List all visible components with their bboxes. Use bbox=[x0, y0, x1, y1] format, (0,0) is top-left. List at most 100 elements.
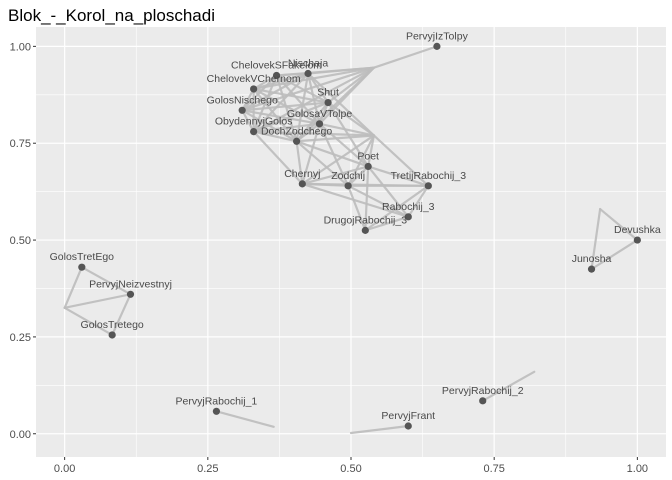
edge bbox=[241, 101, 330, 112]
node-point bbox=[587, 265, 596, 273]
edge bbox=[367, 134, 376, 168]
node-point bbox=[298, 180, 306, 188]
node-point bbox=[272, 71, 281, 80]
node-point bbox=[433, 42, 441, 50]
y-tick-label: 0.00 bbox=[10, 429, 31, 441]
node-point bbox=[404, 213, 412, 221]
node-point bbox=[250, 85, 258, 93]
node-point bbox=[292, 137, 301, 145]
y-tick-label: 0.75 bbox=[10, 138, 31, 150]
node-label: PervyjNeizvestnyj bbox=[89, 278, 172, 290]
node-point bbox=[238, 106, 246, 114]
node-point bbox=[361, 226, 369, 234]
edge bbox=[318, 122, 370, 168]
edge bbox=[295, 66, 376, 143]
edge bbox=[364, 215, 410, 232]
node-point bbox=[364, 162, 372, 171]
node-label: PervyjRabochij_1 bbox=[176, 395, 258, 407]
node-point bbox=[633, 236, 641, 244]
edge bbox=[367, 165, 430, 187]
edge bbox=[252, 130, 304, 185]
edge bbox=[295, 72, 310, 143]
edge bbox=[252, 122, 321, 133]
node-label: Nischaja bbox=[288, 57, 328, 69]
edge bbox=[241, 109, 298, 143]
node-label: DochZodchego bbox=[261, 125, 332, 137]
node-point bbox=[424, 182, 432, 190]
node-point bbox=[315, 120, 324, 128]
node-label: GolosNischego bbox=[207, 94, 278, 106]
network-edges bbox=[63, 45, 639, 435]
node-point bbox=[108, 331, 116, 339]
edge bbox=[318, 122, 350, 187]
edge bbox=[349, 424, 410, 435]
edge bbox=[326, 101, 376, 137]
edge bbox=[275, 74, 321, 125]
y-axis: 0.00 0.25 0.50 0.75 1.00 bbox=[10, 41, 36, 441]
node-point bbox=[324, 98, 332, 107]
node-label: Devushka bbox=[614, 224, 661, 236]
y-tick-label: 1.00 bbox=[10, 41, 31, 53]
node-label: Zodchij bbox=[331, 170, 365, 182]
node-point bbox=[304, 69, 312, 78]
edge bbox=[215, 410, 275, 428]
edge bbox=[241, 87, 255, 112]
node-label: ObydennyjGolos bbox=[215, 116, 293, 128]
node-label: ChelovekVChernom bbox=[207, 73, 301, 85]
edge bbox=[241, 109, 321, 125]
edge bbox=[590, 238, 639, 271]
node-point bbox=[78, 263, 86, 271]
edge bbox=[295, 140, 304, 185]
edge bbox=[367, 165, 410, 218]
x-tick-label: 0.25 bbox=[197, 463, 218, 475]
edge bbox=[63, 293, 132, 309]
node-label: Chernyj bbox=[284, 168, 320, 180]
edge bbox=[252, 130, 376, 137]
node-label: PervyjIzTolpy bbox=[406, 30, 469, 42]
node-point bbox=[404, 422, 412, 430]
edge bbox=[275, 72, 310, 77]
y-tick-label: 0.50 bbox=[10, 235, 31, 247]
x-tick-label: 0.50 bbox=[340, 463, 361, 475]
node-point bbox=[479, 397, 487, 405]
edge bbox=[347, 165, 370, 187]
x-axis: 0.00 0.25 0.50 0.75 1.00 bbox=[54, 457, 648, 475]
y-tick-label: 0.25 bbox=[10, 332, 31, 344]
edge bbox=[111, 293, 132, 337]
edge bbox=[275, 74, 298, 143]
node-label: ChelovekSFakelom bbox=[231, 59, 322, 71]
edge bbox=[252, 101, 330, 133]
edge bbox=[318, 122, 376, 137]
node-label: Junosha bbox=[572, 253, 612, 265]
x-tick-label: 0.75 bbox=[483, 463, 504, 475]
edge bbox=[372, 45, 439, 69]
node-label: TretijRabochij_3 bbox=[391, 170, 467, 182]
chart-title: Blok_-_Korol_na_ploschadi bbox=[8, 6, 215, 25]
node-label: Poet bbox=[357, 150, 379, 162]
node-label: Shut bbox=[317, 87, 339, 99]
node-point bbox=[212, 407, 221, 415]
node-point bbox=[250, 127, 258, 136]
edge bbox=[63, 266, 83, 309]
edge bbox=[301, 122, 321, 185]
edge bbox=[301, 182, 410, 218]
edge bbox=[252, 72, 310, 91]
edge bbox=[599, 207, 639, 242]
edge bbox=[301, 165, 370, 185]
edge bbox=[252, 130, 298, 143]
edge bbox=[241, 109, 255, 133]
edge bbox=[318, 101, 330, 125]
node-label: GolosaVTolpe bbox=[287, 108, 353, 120]
edge bbox=[301, 134, 376, 185]
x-tick-label: 1.00 bbox=[627, 463, 648, 475]
node-label: DrugojRabochij_3 bbox=[324, 214, 408, 226]
node-label: PervyjRabochij_2 bbox=[442, 385, 524, 397]
node-point bbox=[344, 182, 352, 190]
edge bbox=[407, 184, 430, 218]
edge bbox=[326, 101, 370, 168]
node-label: GolosTretego bbox=[81, 319, 144, 331]
edge bbox=[347, 184, 367, 232]
edge bbox=[306, 72, 330, 104]
